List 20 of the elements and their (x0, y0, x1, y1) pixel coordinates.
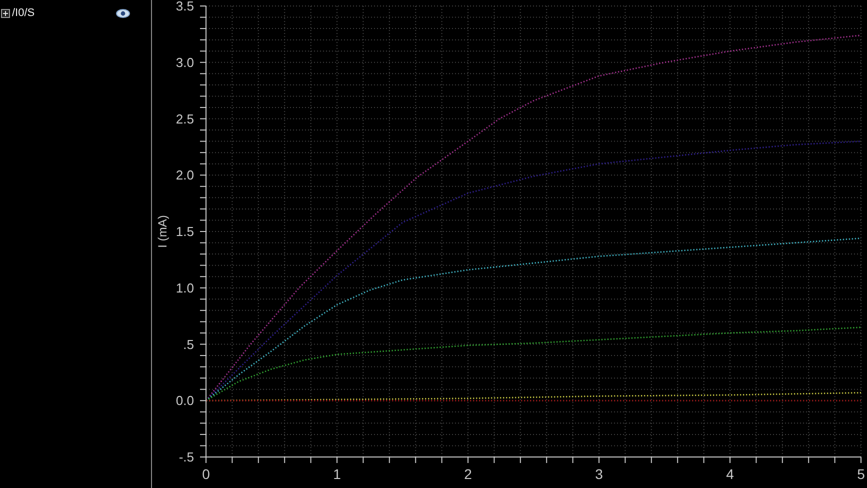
y-tick-label: 1.0 (176, 280, 194, 296)
x-tick-label: 4 (726, 466, 734, 482)
y-tick-label: 2.5 (176, 111, 194, 126)
line-series (206, 326, 861, 402)
y-axis-title: I (mA) (155, 215, 170, 248)
y-tick-label: .5 (183, 336, 194, 352)
text: /I0/S (12, 6, 35, 20)
y-tick-label: 1.5 (176, 224, 194, 240)
x-tick-label: 5 (857, 466, 866, 482)
y-tick-label: -.5 (178, 450, 194, 465)
y-tick-label: 2.0 (176, 168, 194, 183)
y-tick-label: 0.0 (176, 393, 194, 408)
x-tick-label: 2 (464, 466, 472, 482)
line-series (206, 238, 861, 402)
x-tick-label: 1 (333, 466, 342, 482)
x-tick-label: 0 (202, 466, 210, 482)
line-series (206, 140, 861, 402)
x-tick-label: 3 (595, 466, 604, 482)
y-tick-label: 3.0 (176, 54, 194, 70)
y-tick-label: 3.5 (176, 0, 194, 14)
